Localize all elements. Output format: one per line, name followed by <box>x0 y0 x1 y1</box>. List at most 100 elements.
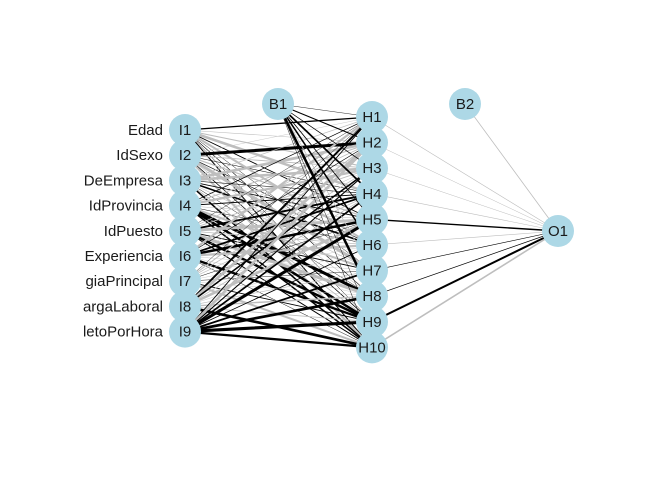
input-node-i2-circle <box>169 139 201 172</box>
edge-B1-H10 <box>277 103 373 348</box>
connection-edges <box>183 102 559 349</box>
input-node-i6-circle <box>169 240 201 272</box>
hidden-node-h7-label: H7 <box>362 263 381 280</box>
hidden-node-h10: H10 <box>356 331 388 364</box>
edge-I9-H6 <box>184 244 373 333</box>
edge-I3-H1 <box>184 116 373 181</box>
edge-H5-O1 <box>371 218 559 232</box>
hidden-node-h2-circle <box>356 126 388 159</box>
hidden-node-h2: H2 <box>356 126 388 159</box>
hidden-node-h10-circle <box>356 331 388 364</box>
hidden-node-h1-label: H1 <box>362 109 381 126</box>
bias-node-b2: B2 <box>449 88 481 120</box>
output-node-o1-circle <box>542 215 574 247</box>
hidden-node-h4-circle <box>356 177 388 210</box>
input-node-i5-label: I5 <box>179 223 192 240</box>
input-node-i9-label: I9 <box>179 324 192 341</box>
edge-H7-O1 <box>371 230 559 271</box>
input-node-i3-label: I3 <box>179 172 192 189</box>
input-node-i3-circle <box>169 164 201 197</box>
input-node-i1: I1 <box>169 114 201 146</box>
edge-I9-H8 <box>183 294 374 333</box>
edge-I9-H10 <box>183 330 374 349</box>
bias-node-b1-label: B1 <box>269 96 287 113</box>
output-node-o1: O1 <box>542 215 574 247</box>
hidden-node-h8-circle <box>356 280 388 313</box>
input-node-i2-label: I2 <box>179 147 192 164</box>
input-name-i1: Edad <box>128 122 163 139</box>
hidden-node-h1-circle <box>356 101 388 133</box>
edge-B1-H2 <box>277 103 373 144</box>
input-node-i2: I2 <box>169 139 201 172</box>
edge-H4-O1 <box>371 193 559 232</box>
input-node-i5: I5 <box>169 214 201 247</box>
edge-I4-H1 <box>184 116 373 206</box>
hidden-node-h6-circle <box>356 229 388 261</box>
edge-I9-H9 <box>183 320 374 334</box>
edge-H3-O1 <box>371 167 559 232</box>
output-node-o1-label: O1 <box>548 223 568 240</box>
input-name-i8: argaLaboral <box>83 298 163 315</box>
edge-H10-O1 <box>371 230 559 349</box>
input-node-i9: I9 <box>169 315 201 348</box>
hidden-node-h5-circle <box>356 203 388 236</box>
edge-B1-H8 <box>276 102 374 298</box>
input-name-i4: IdProvincia <box>89 198 164 215</box>
input-node-i4: I4 <box>169 189 201 222</box>
input-node-i8: I8 <box>169 290 201 323</box>
edge-I9-H7 <box>184 269 373 333</box>
edge-H8-O1 <box>371 230 559 297</box>
edge-H2-O1 <box>371 142 559 232</box>
hidden-node-h1: H1 <box>356 101 388 133</box>
edge-H9-O1 <box>371 230 559 323</box>
hidden-node-h6: H6 <box>356 229 388 261</box>
hidden-node-h8-label: H8 <box>362 288 381 305</box>
hidden-node-h5: H5 <box>356 203 388 236</box>
bias-node-b1: B1 <box>262 88 294 120</box>
network-nodes: I1 Edad I2 IdSexo I3 DeEmpresa I4 IdProvincia I5… <box>83 88 574 364</box>
edge-I8-H1 <box>184 116 373 308</box>
input-node-i8-circle <box>169 290 201 323</box>
edge-B1-H9 <box>277 103 373 323</box>
edge-I6-H1 <box>183 115 374 258</box>
edge-B1-H4 <box>277 103 373 195</box>
input-node-i8-label: I8 <box>179 298 192 315</box>
edge-I1-H1 <box>184 116 373 131</box>
hidden-node-h5-label: H5 <box>362 211 381 228</box>
edge-B2-O1 <box>464 103 559 232</box>
hidden-node-h3-circle <box>356 152 388 185</box>
hidden-node-h8: H8 <box>356 280 388 313</box>
bias-node-b1-circle <box>262 88 294 120</box>
edge-H6-O1 <box>371 230 559 246</box>
input-name-i7: giaPrincipal <box>85 273 163 290</box>
bias-node-b2-label: B2 <box>456 96 474 113</box>
edge-I9-H3 <box>184 167 373 333</box>
hidden-node-h3: H3 <box>356 152 388 185</box>
hidden-node-h6-label: H6 <box>362 237 381 254</box>
edge-I9-H2 <box>183 141 374 333</box>
input-name-i2: IdSexo <box>116 147 163 164</box>
input-name-i3: DeEmpresa <box>84 172 164 189</box>
edge-I5-H1 <box>184 116 373 232</box>
edge-I9-H4 <box>184 192 373 333</box>
edge-B1-H5 <box>277 103 373 220</box>
hidden-node-h9-circle <box>356 305 388 338</box>
hidden-node-h7: H7 <box>356 254 388 287</box>
input-node-i6: I6 <box>169 240 201 272</box>
input-name-i6: Experiencia <box>85 248 164 265</box>
edge-B1-H3 <box>277 103 373 169</box>
edge-I9-H5 <box>183 217 374 334</box>
input-node-i7-circle <box>169 265 201 298</box>
input-node-i9-circle <box>169 315 201 348</box>
edge-I2-H1 <box>184 116 373 156</box>
edge-I9-H1 <box>184 116 373 333</box>
hidden-node-h2-label: H2 <box>362 135 381 152</box>
edge-H1-O1 <box>371 116 559 232</box>
input-node-i7-label: I7 <box>179 273 192 290</box>
input-node-i1-label: I1 <box>179 122 192 139</box>
input-node-i6-label: I6 <box>179 248 192 265</box>
bias-node-b2-circle <box>449 88 481 120</box>
edge-I7-H1 <box>184 116 373 282</box>
input-name-i9: letoPorHora <box>83 324 164 341</box>
hidden-node-h4-label: H4 <box>362 186 381 203</box>
